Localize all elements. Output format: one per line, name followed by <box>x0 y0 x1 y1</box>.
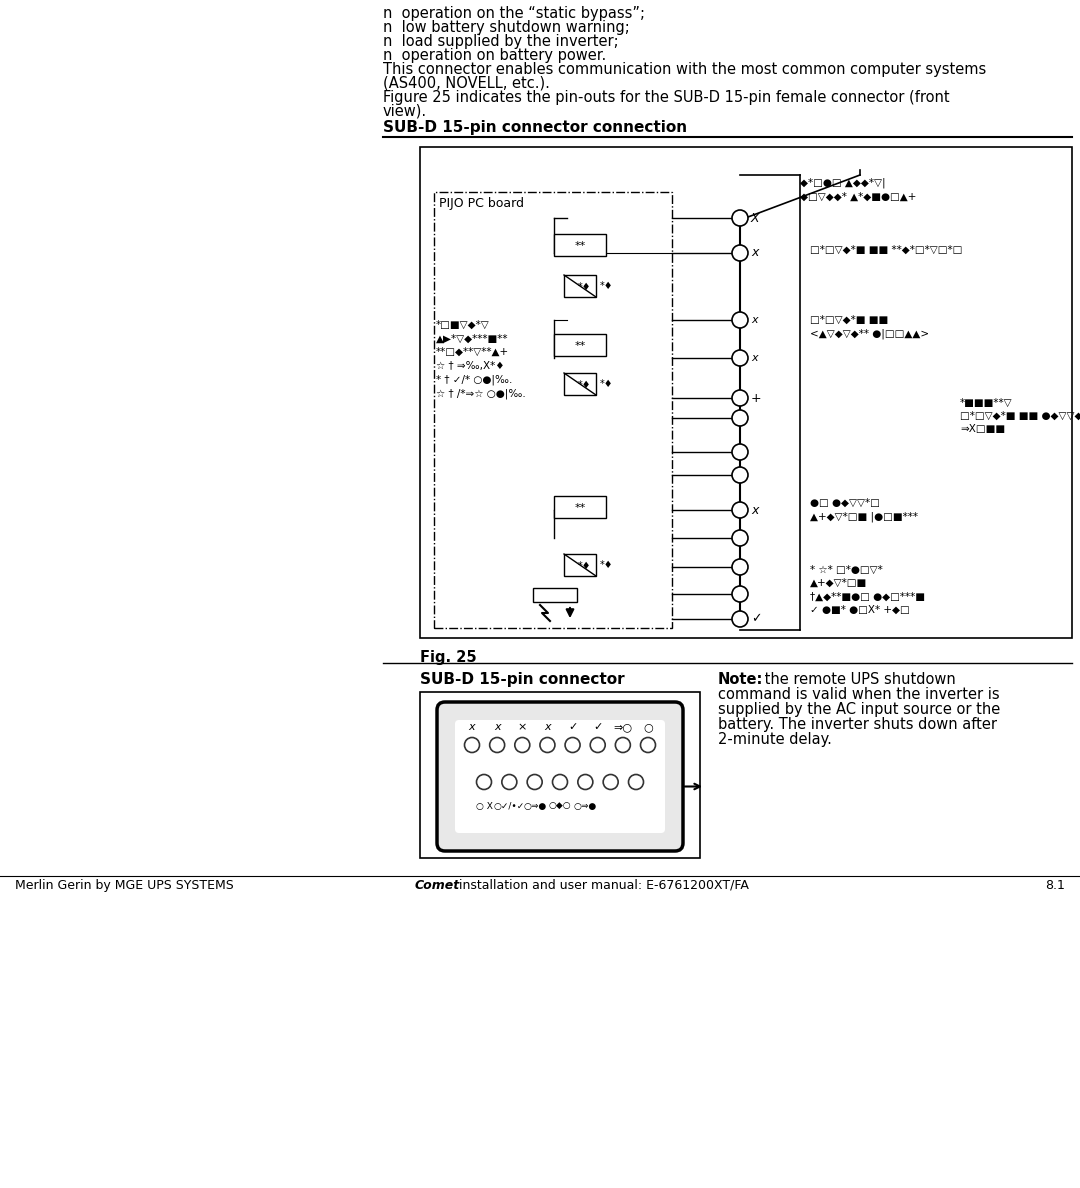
Circle shape <box>732 444 748 460</box>
Text: x: x <box>469 722 475 732</box>
Text: *■■■**▽
□*□▽◆*■ ■■ ●◆▽▽◆*♦+
⇒X□■■: *■■■**▽ □*□▽◆*■ ■■ ●◆▽▽◆*♦+ ⇒X□■■ <box>960 398 1080 435</box>
Text: PIJO PC board: PIJO PC board <box>438 197 524 210</box>
Text: x: x <box>494 722 500 732</box>
Text: *♦: *♦ <box>578 561 592 571</box>
Circle shape <box>515 738 530 752</box>
Circle shape <box>640 738 656 752</box>
Text: +: + <box>751 392 761 404</box>
Circle shape <box>732 410 748 426</box>
Circle shape <box>464 738 480 752</box>
Text: *♦: *♦ <box>600 282 613 291</box>
Circle shape <box>732 312 748 328</box>
Text: *♦: *♦ <box>578 380 592 390</box>
Text: battery. The inverter shuts down after: battery. The inverter shuts down after <box>718 718 997 732</box>
Text: **: ** <box>575 503 585 513</box>
Text: SUB-D 15-pin connector connection: SUB-D 15-pin connector connection <box>383 120 687 135</box>
Text: supplied by the AC input source or the: supplied by the AC input source or the <box>718 702 1000 718</box>
Circle shape <box>603 775 618 790</box>
Text: ○ X: ○ X <box>475 802 492 811</box>
Bar <box>564 554 596 576</box>
Text: ●□ ●◆▽▽*□
▲+◆▽*□■ |●□■***: ●□ ●◆▽▽*□ ▲+◆▽*□■ |●□■*** <box>810 498 918 522</box>
Text: n  operation on the “static bypass”;: n operation on the “static bypass”; <box>383 6 645 21</box>
Circle shape <box>565 738 580 752</box>
Text: ○✓/•✓: ○✓/•✓ <box>494 802 525 811</box>
Bar <box>554 497 606 518</box>
Circle shape <box>732 350 748 366</box>
Bar <box>534 588 577 602</box>
Text: □*□▽◆*■ ■■
<▲▽◆▽◆** ●|□□▲▲>: □*□▽◆*■ ■■ <▲▽◆▽◆** ●|□□▲▲> <box>810 315 929 339</box>
Text: Fig. 25: Fig. 25 <box>420 650 476 665</box>
Circle shape <box>578 775 593 790</box>
Bar <box>420 691 700 858</box>
Text: * ☆* □*●□▽*
▲+◆▽*□■
†▲◆**■●□ ●◆□***■
✓ ●■* ●□X* +◆□: * ☆* □*●□▽* ▲+◆▽*□■ †▲◆**■●□ ●◆□***■ ✓ ●… <box>810 565 924 614</box>
Circle shape <box>553 775 567 790</box>
Text: command is valid when the inverter is: command is valid when the inverter is <box>718 687 1000 702</box>
Circle shape <box>590 738 605 752</box>
Circle shape <box>629 775 644 790</box>
Text: x: x <box>544 722 551 732</box>
Bar <box>434 192 672 628</box>
Text: ✓: ✓ <box>751 613 761 626</box>
Circle shape <box>489 738 504 752</box>
Bar <box>564 274 596 297</box>
Text: 2-minute delay.: 2-minute delay. <box>718 732 832 747</box>
Circle shape <box>732 245 748 261</box>
Circle shape <box>732 611 748 627</box>
Text: (AS400, NOVELL, etc.).: (AS400, NOVELL, etc.). <box>383 76 550 91</box>
Bar <box>554 234 606 255</box>
Text: x: x <box>751 504 758 517</box>
Circle shape <box>502 775 517 790</box>
Text: n  low battery shutdown warning;: n low battery shutdown warning; <box>383 20 630 34</box>
Text: ×: × <box>517 722 527 732</box>
Circle shape <box>732 210 748 226</box>
Text: ⇒○: ⇒○ <box>613 722 633 732</box>
Text: Merlin Gerin by MGE UPS SYSTEMS: Merlin Gerin by MGE UPS SYSTEMS <box>15 879 233 892</box>
Text: x: x <box>751 246 758 259</box>
Text: □*□▽◆*■ ■■ **◆*□*▽□*□: □*□▽◆*■ ■■ **◆*□*▽□*□ <box>810 245 962 255</box>
Text: n  load supplied by the inverter;: n load supplied by the inverter; <box>383 34 619 49</box>
Circle shape <box>732 503 748 518</box>
Text: 8.1: 8.1 <box>1045 879 1065 892</box>
Text: Comet: Comet <box>415 879 460 892</box>
Text: **: ** <box>575 241 585 251</box>
Text: ○: ○ <box>643 722 653 732</box>
Circle shape <box>732 586 748 602</box>
Circle shape <box>732 560 748 575</box>
Text: SUB-D 15-pin connector: SUB-D 15-pin connector <box>420 672 624 687</box>
Text: ○⇒●: ○⇒● <box>523 802 546 811</box>
Bar <box>420 147 1072 638</box>
Circle shape <box>732 467 748 484</box>
Text: *♦: *♦ <box>600 560 613 570</box>
Circle shape <box>540 738 555 752</box>
Bar <box>564 373 596 394</box>
Text: *♦: *♦ <box>600 379 613 388</box>
Circle shape <box>527 775 542 790</box>
Text: the remote UPS shutdown: the remote UPS shutdown <box>760 672 956 687</box>
Text: x: x <box>751 315 758 326</box>
Text: *♦: *♦ <box>578 282 592 292</box>
FancyBboxPatch shape <box>437 702 683 851</box>
Text: installation and user manual: E-6761200XT/FA: installation and user manual: E-6761200X… <box>455 879 748 892</box>
Text: ○◆○: ○◆○ <box>549 802 571 811</box>
Text: This connector enables communication with the most common computer systems: This connector enables communication wit… <box>383 62 986 77</box>
Circle shape <box>476 775 491 790</box>
Bar <box>554 334 606 356</box>
Text: ○⇒●: ○⇒● <box>573 802 597 811</box>
Text: ◆*□●□ ▲◆◆*▽|
◆□▽◆◆* ▲*◆■●□▲+: ◆*□●□ ▲◆◆*▽| ◆□▽◆◆* ▲*◆■●□▲+ <box>800 178 916 202</box>
Circle shape <box>732 530 748 546</box>
Text: view).: view). <box>383 105 427 119</box>
Text: x: x <box>751 353 758 364</box>
Text: n  operation on battery power.: n operation on battery power. <box>383 48 606 63</box>
Text: ✓: ✓ <box>593 722 603 732</box>
Text: **: ** <box>575 341 585 350</box>
Circle shape <box>616 738 631 752</box>
Text: Note:: Note: <box>718 672 764 687</box>
Circle shape <box>732 390 748 406</box>
Text: Figure 25 indicates the pin-outs for the SUB-D 15-pin female connector (front: Figure 25 indicates the pin-outs for the… <box>383 90 949 105</box>
Text: X: X <box>751 211 759 225</box>
Text: *□■▽◆*▽
▲▶*▽◆***■**
**□◆**▽**▲+
☆ † ⇒‰,X*♦
* † ✓/* ○●|‰.
☆ † /*⇒☆ ○●|‰.: *□■▽◆*▽ ▲▶*▽◆***■** **□◆**▽**▲+ ☆ † ⇒‰,X… <box>436 320 526 399</box>
FancyBboxPatch shape <box>455 720 665 833</box>
Text: ✓: ✓ <box>568 722 577 732</box>
